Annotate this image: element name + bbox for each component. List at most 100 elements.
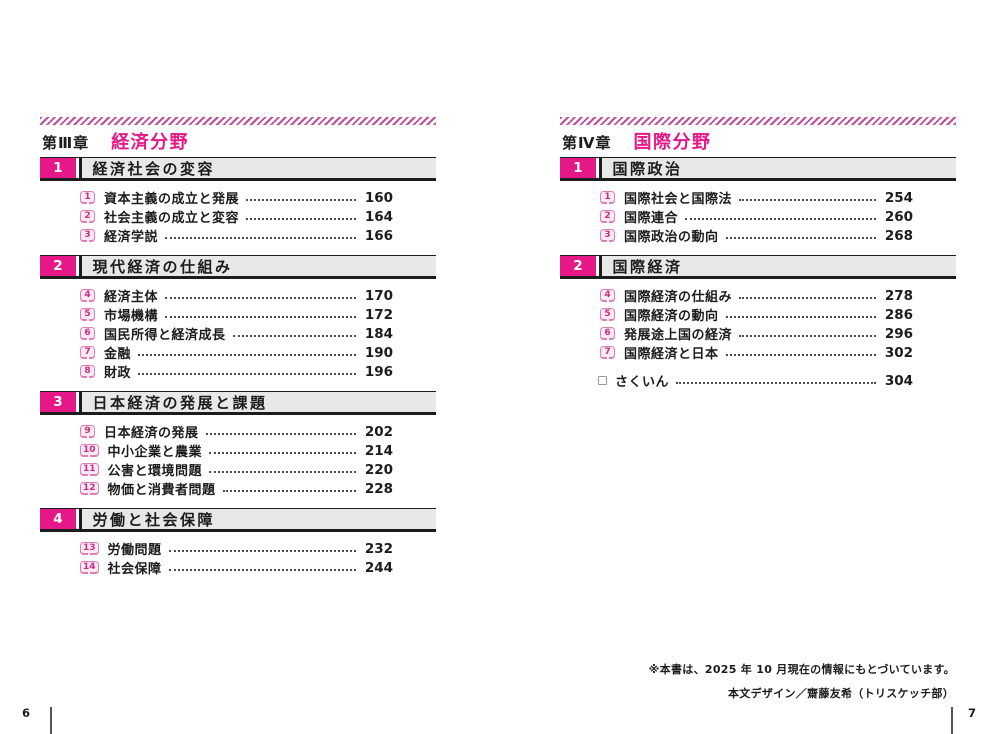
dot-leader — [209, 470, 356, 473]
section-title: 経済社会の変容 — [81, 158, 436, 178]
entry-book-number-icon: 9 — [80, 425, 95, 438]
toc-entry: 13 労働問題 232 — [40, 539, 436, 558]
entry-book-number-icon: 2 — [80, 210, 95, 223]
entry-book-number-icon: 1 — [600, 191, 615, 204]
entry-title: 国際政治の動向 — [624, 230, 719, 245]
section-item-list: 4 国際経済の仕組み 278 5 国際経済の動向 286 6 発展途上国の経済 … — [560, 279, 956, 362]
section-header: 4 労働と社会保障 — [40, 508, 436, 532]
entry-book-number-icon: 7 — [600, 346, 615, 359]
entry-book-number-icon: 1 — [80, 191, 95, 204]
section-item-list: 1 国際社会と国際法 254 2 国際連合 260 3 国際政治の動向 268 — [560, 181, 956, 245]
toc-entry: 9 日本経済の発展 202 — [40, 422, 436, 441]
entry-title: 社会保障 — [107, 562, 162, 577]
entry-title: 金融 — [104, 347, 132, 362]
entry-title: 中小企業と農業 — [107, 445, 203, 460]
entry-page-number: 286 — [884, 306, 913, 323]
page-number-left: 6 — [22, 706, 31, 720]
toc-entry: 4 経済主体 170 — [40, 286, 436, 305]
chapter-heading: 第Ⅲ章 経済分野 — [42, 128, 436, 155]
dot-leader — [739, 198, 876, 201]
section-title: 国際経済 — [601, 256, 956, 276]
section-title: 日本経済の発展と課題 — [81, 392, 436, 412]
entry-book-number-icon: 14 — [80, 561, 99, 574]
chapter-ribbon-stripe — [40, 117, 436, 125]
entry-title: 国際経済の仕組み — [624, 290, 733, 305]
entry-page-number: 296 — [884, 325, 913, 342]
entry-page-number: 196 — [364, 363, 393, 380]
section-header-divider — [79, 509, 82, 529]
toc-left-page: 第Ⅲ章 経済分野 1 経済社会の変容 1 資本主義の成立と発展 160 2 社会… — [40, 117, 436, 577]
entry-book-number-icon: 5 — [600, 308, 615, 321]
dot-leader — [676, 381, 876, 384]
chapter-title: 国際分野 — [633, 132, 712, 153]
toc-section: 3 日本経済の発展と課題 9 日本経済の発展 202 10 中小企業と農業 21… — [40, 391, 436, 498]
toc-entry: 3 国際政治の動向 268 — [560, 226, 956, 245]
index-page-number: 304 — [884, 372, 913, 389]
page-number-right: 7 — [968, 706, 977, 720]
entry-title: 国際経済と日本 — [624, 347, 719, 362]
dot-leader — [168, 549, 356, 552]
section-header-divider — [79, 256, 82, 276]
toc-entry: 5 国際経済の動向 286 — [560, 305, 956, 324]
entry-page-number: 214 — [364, 442, 393, 459]
section-list-right: 1 国際政治 1 国際社会と国際法 254 2 国際連合 260 3 国際政治の… — [560, 157, 956, 362]
entry-book-number-icon: 2 — [600, 210, 615, 223]
dot-leader — [205, 432, 356, 435]
section-title: 国際政治 — [601, 158, 956, 178]
toc-section: 2 国際経済 4 国際経済の仕組み 278 5 国際経済の動向 286 6 発展… — [560, 255, 956, 362]
entry-book-number-icon: 8 — [80, 365, 95, 378]
section-header-gap — [76, 392, 79, 412]
section-header: 1 国際政治 — [560, 157, 956, 181]
toc-entry: 2 国際連合 260 — [560, 207, 956, 226]
entry-book-number-icon: 3 — [600, 229, 615, 242]
dot-leader — [725, 315, 876, 318]
entry-title: 国際連合 — [624, 211, 679, 226]
entry-title: 国民所得と経済成長 — [104, 328, 226, 343]
toc-entry: 6 発展途上国の経済 296 — [560, 324, 956, 343]
toc-entry: 3 経済学説 166 — [40, 226, 436, 245]
chapter-label: 第Ⅳ章 — [562, 134, 612, 152]
entry-title: 国際社会と国際法 — [624, 192, 733, 207]
entry-title: 公害と環境問題 — [107, 464, 203, 479]
entry-page-number: 202 — [364, 423, 393, 440]
dot-leader — [165, 315, 356, 318]
dot-leader — [739, 334, 876, 337]
toc-entry: 11 公害と環境問題 220 — [40, 460, 436, 479]
section-number-badge: 1 — [40, 158, 76, 178]
toc-right-page: 第Ⅳ章 国際分野 1 国際政治 1 国際社会と国際法 254 2 国際連合 26… — [560, 117, 956, 390]
entry-book-number-icon: 7 — [80, 346, 95, 359]
toc-entry: 1 資本主義の成立と発展 160 — [40, 188, 436, 207]
entry-page-number: 232 — [364, 540, 393, 557]
section-header-divider — [599, 256, 602, 276]
section-number-badge: 2 — [560, 256, 596, 276]
entry-page-number: 254 — [884, 189, 913, 206]
toc-entry: 1 国際社会と国際法 254 — [560, 188, 956, 207]
dot-leader — [685, 217, 876, 220]
toc-entry: 6 国民所得と経済成長 184 — [40, 324, 436, 343]
entry-page-number: 184 — [364, 325, 393, 342]
section-header: 3 日本経済の発展と課題 — [40, 391, 436, 415]
entry-title: 経済学説 — [104, 230, 159, 245]
edition-note: ※本書は、2025 年 10 月現在の情報にもとづいています。 — [648, 663, 955, 676]
entry-page-number: 220 — [364, 461, 393, 478]
index-entry: さくいん 304 — [560, 371, 956, 390]
chapter-heading: 第Ⅳ章 国際分野 — [562, 128, 956, 155]
section-header-gap — [76, 158, 79, 178]
dot-leader — [246, 198, 356, 201]
entry-page-number: 302 — [884, 344, 913, 361]
entry-book-number-icon: 13 — [80, 542, 99, 555]
toc-entry: 10 中小企業と農業 214 — [40, 441, 436, 460]
section-item-list: 9 日本経済の発展 202 10 中小企業と農業 214 11 公害と環境問題 … — [40, 415, 436, 498]
entry-book-number-icon: 6 — [600, 327, 615, 340]
toc-entry: 8 財政 196 — [40, 362, 436, 381]
dot-leader — [739, 296, 876, 299]
entry-title: 発展途上国の経済 — [624, 328, 733, 343]
dot-leader — [222, 489, 356, 492]
dot-leader — [209, 451, 356, 454]
dot-leader — [168, 568, 356, 571]
entry-book-number-icon: 4 — [80, 289, 95, 302]
dot-leader — [232, 334, 356, 337]
entry-title: 資本主義の成立と発展 — [104, 192, 240, 207]
entry-book-number-icon: 3 — [80, 229, 95, 242]
index-title: さくいん — [615, 375, 670, 390]
